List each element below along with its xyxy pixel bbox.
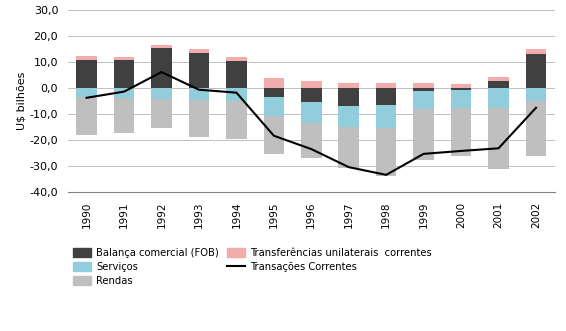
Bar xyxy=(151,99,172,128)
Bar xyxy=(488,108,509,169)
Bar xyxy=(264,116,284,154)
Bar xyxy=(451,90,471,108)
Bar xyxy=(226,101,247,139)
Bar xyxy=(451,88,471,90)
Legend: Balança comercial (FOB), Serviços, Rendas, Transferências unilaterais  correntes: Balança comercial (FOB), Serviços, Renda… xyxy=(73,248,431,286)
Bar xyxy=(338,83,359,88)
Bar xyxy=(526,49,546,54)
Bar xyxy=(413,109,434,160)
Bar xyxy=(338,127,359,168)
Bar xyxy=(226,88,247,101)
Bar xyxy=(413,88,434,91)
Bar xyxy=(338,106,359,127)
Bar xyxy=(301,81,321,88)
Bar xyxy=(376,105,396,128)
Bar xyxy=(114,57,134,61)
Bar xyxy=(151,45,172,48)
Bar xyxy=(338,88,359,106)
Bar xyxy=(226,57,247,61)
Bar xyxy=(413,83,434,88)
Bar xyxy=(451,108,471,156)
Bar xyxy=(264,77,284,88)
Bar xyxy=(264,88,284,97)
Bar xyxy=(76,56,97,60)
Bar xyxy=(526,54,546,88)
Bar xyxy=(114,98,134,133)
Bar xyxy=(114,61,134,88)
Bar xyxy=(488,77,509,81)
Bar xyxy=(188,53,209,88)
Bar xyxy=(76,88,97,97)
Bar xyxy=(114,88,134,98)
Bar xyxy=(301,123,321,158)
Bar xyxy=(151,48,172,88)
Bar xyxy=(526,88,546,101)
Bar xyxy=(188,100,209,137)
Bar xyxy=(188,88,209,100)
Bar xyxy=(451,84,471,88)
Bar xyxy=(376,88,396,105)
Bar xyxy=(376,128,396,176)
Bar xyxy=(301,88,321,102)
Bar xyxy=(376,83,396,88)
Bar xyxy=(226,61,247,88)
Bar xyxy=(151,88,172,99)
Bar xyxy=(488,81,509,88)
Bar xyxy=(76,60,97,88)
Bar xyxy=(413,91,434,109)
Bar xyxy=(188,49,209,53)
Bar xyxy=(76,97,97,135)
Y-axis label: U$ bilhões: U$ bilhões xyxy=(17,72,27,130)
Bar xyxy=(526,101,546,156)
Bar xyxy=(301,102,321,123)
Bar xyxy=(488,88,509,108)
Bar xyxy=(264,97,284,116)
